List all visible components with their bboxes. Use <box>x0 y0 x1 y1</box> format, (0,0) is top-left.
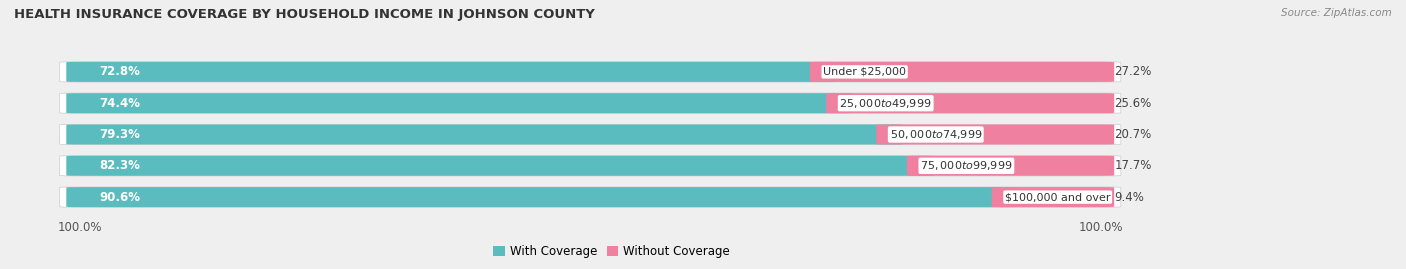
Text: 74.4%: 74.4% <box>100 97 141 110</box>
Legend: With Coverage, Without Coverage: With Coverage, Without Coverage <box>488 240 735 263</box>
FancyBboxPatch shape <box>59 124 1121 145</box>
FancyBboxPatch shape <box>907 156 1114 176</box>
Text: Source: ZipAtlas.com: Source: ZipAtlas.com <box>1281 8 1392 18</box>
Text: Under $25,000: Under $25,000 <box>823 67 905 77</box>
Text: $50,000 to $74,999: $50,000 to $74,999 <box>890 128 981 141</box>
FancyBboxPatch shape <box>66 62 837 82</box>
FancyBboxPatch shape <box>66 187 1018 207</box>
Text: 17.7%: 17.7% <box>1114 159 1152 172</box>
Text: 100.0%: 100.0% <box>58 221 101 233</box>
Text: 9.4%: 9.4% <box>1114 191 1144 204</box>
FancyBboxPatch shape <box>810 62 1114 82</box>
Text: 90.6%: 90.6% <box>100 191 141 204</box>
Text: $100,000 and over: $100,000 and over <box>1005 192 1111 202</box>
FancyBboxPatch shape <box>59 156 1121 176</box>
Text: 25.6%: 25.6% <box>1114 97 1152 110</box>
FancyBboxPatch shape <box>66 93 852 113</box>
FancyBboxPatch shape <box>59 93 1121 113</box>
Text: 72.8%: 72.8% <box>100 65 141 78</box>
FancyBboxPatch shape <box>876 125 1114 144</box>
FancyBboxPatch shape <box>827 93 1114 113</box>
Text: 20.7%: 20.7% <box>1114 128 1152 141</box>
Text: 79.3%: 79.3% <box>100 128 141 141</box>
Text: 27.2%: 27.2% <box>1114 65 1152 78</box>
Text: $75,000 to $99,999: $75,000 to $99,999 <box>920 159 1012 172</box>
Text: 82.3%: 82.3% <box>100 159 141 172</box>
FancyBboxPatch shape <box>59 187 1121 207</box>
Text: HEALTH INSURANCE COVERAGE BY HOUSEHOLD INCOME IN JOHNSON COUNTY: HEALTH INSURANCE COVERAGE BY HOUSEHOLD I… <box>14 8 595 21</box>
FancyBboxPatch shape <box>991 187 1114 207</box>
FancyBboxPatch shape <box>66 125 903 144</box>
FancyBboxPatch shape <box>59 62 1121 82</box>
Text: $25,000 to $49,999: $25,000 to $49,999 <box>839 97 932 110</box>
FancyBboxPatch shape <box>66 156 934 176</box>
Text: 100.0%: 100.0% <box>1078 221 1123 233</box>
